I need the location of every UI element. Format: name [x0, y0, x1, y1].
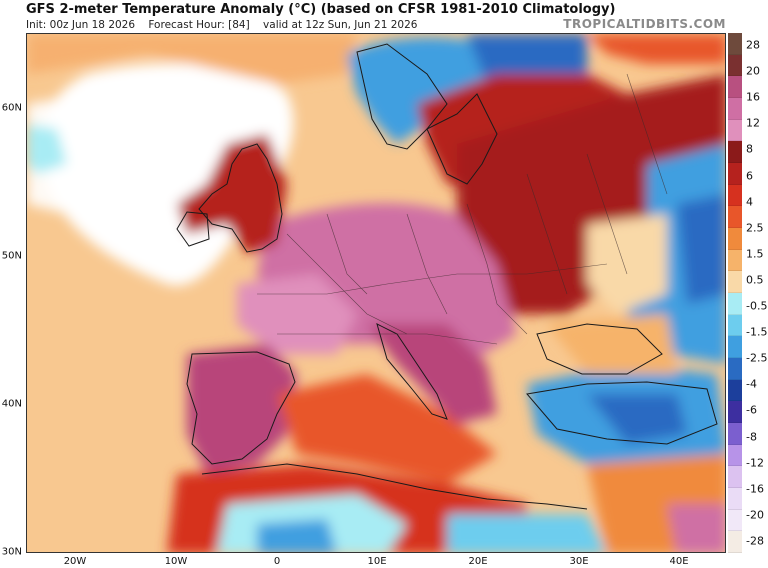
colorbar-label: 6	[746, 169, 753, 183]
lon-label-20w: 20W	[63, 556, 87, 567]
colorbar-swatch	[728, 293, 742, 315]
colorbar-label: -0.5	[746, 299, 768, 313]
colorbar-swatch	[728, 228, 742, 250]
colorbar-label: 28	[746, 38, 760, 52]
brand-watermark: TROPICALTIDBITS.COM	[563, 17, 726, 31]
colorbar-swatch	[728, 184, 742, 207]
colorbar-swatch	[728, 76, 742, 98]
lat-label-50n: 50N	[1, 250, 22, 262]
colorbar-swatch	[728, 379, 742, 402]
colorbar-label: 1.5	[746, 247, 764, 261]
colorbar-swatch	[728, 54, 742, 77]
valid-time: valid at 12z Sun, Jun 21 2026	[263, 19, 418, 31]
colorbar-swatch	[728, 141, 742, 163]
colorbar-swatch	[728, 444, 742, 467]
colorbar-legend: 28 20 16 12 8 6 4 2.5 1.5 0.5 -0.5 -1.5 -2.5 -4 -6 -8 -1…	[728, 33, 768, 553]
colorbar-swatch	[728, 119, 742, 142]
lon-label-10e: 10E	[367, 556, 387, 567]
colorbar-swatch	[728, 358, 742, 380]
colorbar-label: -20	[746, 508, 764, 522]
colorbar-swatch	[728, 509, 742, 532]
colorbar-label: -28	[746, 534, 764, 548]
turkey-outline	[526, 381, 718, 445]
lon-label-30e: 30E	[569, 556, 589, 567]
colorbar-label: 8	[746, 142, 753, 156]
colorbar-label: -4	[746, 377, 757, 391]
lon-label-40e: 40E	[669, 556, 689, 567]
colorbar-swatch	[728, 401, 742, 423]
colorbar-swatch	[728, 98, 742, 120]
colorbar-label: 12	[746, 116, 760, 130]
colorbar-label: -12	[746, 456, 764, 470]
colorbar-swatch	[728, 206, 742, 228]
colorbar-swatch	[728, 488, 742, 510]
colorbar-swatch	[728, 314, 742, 337]
colorbar-swatch	[728, 423, 742, 445]
colorbar-label: 16	[746, 90, 760, 104]
ireland-outline	[176, 211, 210, 247]
colorbar-swatch	[728, 33, 742, 55]
map-subtitle: Init: 00z Jun 18 2026 Forecast Hour: [84…	[26, 19, 427, 31]
anomaly-map	[26, 33, 726, 553]
coastlines	[176, 43, 718, 510]
colorbar-label: 0.5	[746, 273, 764, 287]
sweden-outline	[426, 93, 498, 185]
great-britain-outline	[198, 143, 283, 253]
colorbar-label: 20	[746, 64, 760, 78]
colorbar-label: -6	[746, 403, 757, 417]
italy-outline	[376, 323, 448, 420]
north-africa-coast	[201, 463, 588, 510]
colorbar-swatch	[728, 336, 742, 358]
colorbar-label: 2.5	[746, 221, 764, 235]
colorbar-label: 4	[746, 195, 753, 209]
lat-label-60n: 60N	[1, 102, 22, 114]
black-sea-outline	[536, 323, 663, 375]
iberia-outline	[186, 351, 296, 465]
borders	[257, 73, 668, 345]
colorbar-label: -8	[746, 430, 757, 444]
lat-label-40n: 40N	[1, 398, 22, 410]
colorbar-swatch	[728, 531, 742, 553]
map-title: GFS 2-meter Temperature Anomaly (°C) (ba…	[26, 2, 616, 17]
colorbar-label: -2.5	[746, 351, 768, 365]
colorbar-swatch	[728, 271, 742, 293]
lon-label-10w: 10W	[164, 556, 188, 567]
colorbar-swatch	[728, 249, 742, 272]
init-time: Init: 00z Jun 18 2026	[26, 19, 136, 31]
colorbar-label: -16	[746, 482, 764, 496]
colorbar-swatch	[728, 466, 742, 488]
lon-label-20e: 20E	[468, 556, 488, 567]
forecast-hour: Forecast Hour: [84]	[148, 19, 250, 31]
colorbar-label: -1.5	[746, 325, 768, 339]
lon-label-0: 0	[273, 556, 281, 567]
colorbar-swatch	[728, 163, 742, 185]
lat-label-30n: 30N	[1, 546, 22, 558]
